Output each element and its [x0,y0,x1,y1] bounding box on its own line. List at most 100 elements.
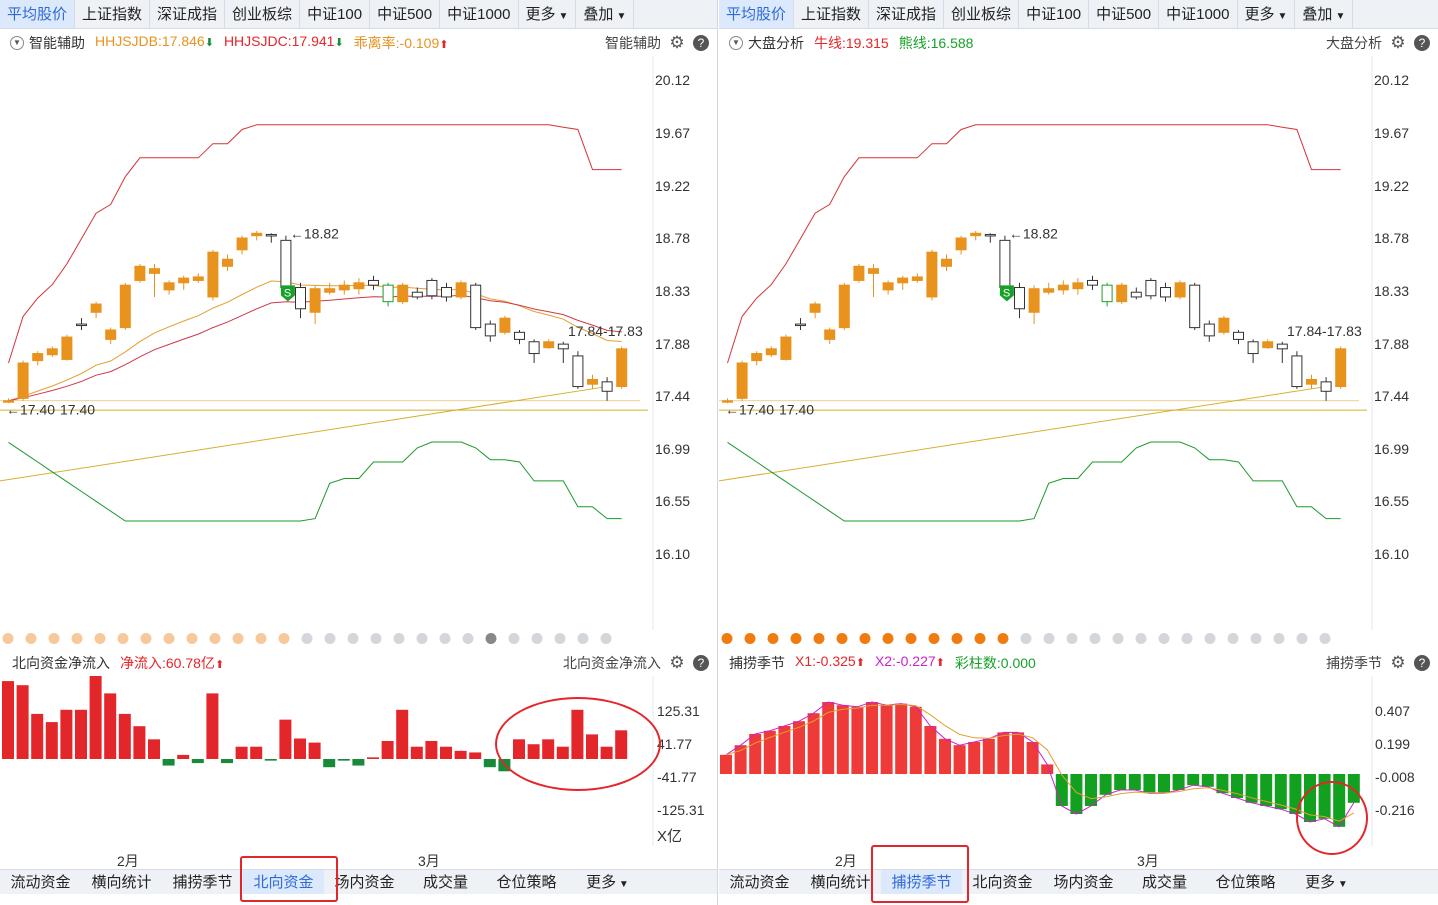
bottom-tab-3[interactable]: 北向资金 [962,870,1043,894]
tab-left-1[interactable]: 上证指数 [75,0,151,28]
help-icon[interactable]: ? [1414,35,1430,51]
timeline-dot[interactable] [301,633,313,644]
timeline-dot[interactable] [163,633,175,644]
timeline-dot[interactable] [1273,633,1285,644]
timeline-dot[interactable] [71,633,83,644]
timeline-dot[interactable] [347,633,359,644]
indicator-name[interactable]: 大盘分析 [748,35,804,51]
timeline-dot[interactable] [1181,633,1193,644]
tab-right-8[interactable]: 叠加 ▼ [1295,0,1354,28]
bottom-tab-3[interactable]: 北向资金 [243,870,324,894]
bottom-tab-6[interactable]: 仓位策略 [1205,870,1286,894]
bottom-tab-7[interactable]: 更多 ▼ [567,870,648,894]
tab-left-5[interactable]: 中证500 [370,0,441,28]
timeline-dot[interactable] [836,633,848,644]
timeline-dot[interactable] [1319,633,1331,644]
timeline-dot[interactable] [905,633,917,644]
timeline-dot[interactable] [25,633,37,644]
chevron-down-icon[interactable]: ▼ [729,36,743,50]
tab-right-3[interactable]: 创业板综 [944,0,1020,28]
tab-left-7[interactable]: 更多 ▼ [519,0,577,28]
tab-left-3[interactable]: 创业板综 [225,0,301,28]
timeline-dot[interactable] [951,633,963,644]
help-icon[interactable]: ? [693,35,709,51]
timeline-dot[interactable] [485,633,497,644]
timeline-dot[interactable] [767,633,779,644]
tab-left-6[interactable]: 中证1000 [440,0,519,28]
timeline-dot[interactable] [1112,633,1124,644]
timeline-dot[interactable] [140,633,152,644]
tab-left-2[interactable]: 深证成指 [150,0,226,28]
bottom-tab-2[interactable]: 捕捞季节 [162,870,243,894]
timeline-dot[interactable] [721,633,733,644]
timeline-dot[interactable] [1158,633,1170,644]
help-icon[interactable]: ? [1414,655,1430,671]
gear-icon[interactable]: ⚙ [1390,653,1406,672]
tab-right-7[interactable]: 更多 ▼ [1238,0,1296,28]
timeline-dot[interactable] [928,633,940,644]
timeline-dot[interactable] [416,633,428,644]
bottom-tab-6[interactable]: 仓位策略 [486,870,567,894]
timeline-dot[interactable] [859,633,871,644]
bottom-tab-0[interactable]: 流动资金 [719,870,800,894]
tab-right-6[interactable]: 中证1000 [1159,0,1238,28]
bottom-tab-5[interactable]: 成交量 [1124,870,1205,894]
timeline-dot[interactable] [94,633,106,644]
tab-right-2[interactable]: 深证成指 [869,0,945,28]
sub-indicator-right-label[interactable]: 捕捞季节 [1326,655,1382,671]
timeline-dot[interactable] [48,633,60,644]
timeline-dot[interactable] [255,633,267,644]
tab-left-0[interactable]: 平均股价 [0,0,76,28]
gear-icon[interactable]: ⚙ [669,653,685,672]
timeline-dots[interactable] [0,632,640,645]
gear-icon[interactable]: ⚙ [669,33,685,52]
bottom-tab-0[interactable]: 流动资金 [0,870,81,894]
bottom-tab-1[interactable]: 横向统计 [800,870,881,894]
timeline-dot[interactable] [1066,633,1078,644]
timeline-dot[interactable] [2,633,14,644]
timeline-dot[interactable] [462,633,474,644]
timeline-dot[interactable] [232,633,244,644]
bottom-tab-1[interactable]: 横向统计 [81,870,162,894]
tab-right-0[interactable]: 平均股价 [719,0,795,28]
help-icon[interactable]: ? [693,655,709,671]
sell-signal-icon[interactable] [999,285,1014,302]
timeline-dot[interactable] [974,633,986,644]
timeline-dot[interactable] [577,633,589,644]
bottom-tab-2[interactable]: 捕捞季节 [881,870,962,894]
timeline-dot[interactable] [882,633,894,644]
timeline-dot[interactable] [600,633,612,644]
timeline-dot[interactable] [790,633,802,644]
main-price-chart[interactable]: 20.12 19.67 19.22 18.78 18.33 17.88 17.44 16.99… [719,56,1438,630]
tab-left-8[interactable]: 叠加 ▼ [576,0,635,28]
timeline-dot[interactable] [1204,633,1216,644]
sub-indicator-right-label[interactable]: 北向资金净流入 [563,655,661,671]
timeline-dot[interactable] [278,633,290,644]
timeline-dot[interactable] [370,633,382,644]
timeline-dot[interactable] [1296,633,1308,644]
timeline-dot[interactable] [117,633,129,644]
sub-indicator-name[interactable]: 捕捞季节 [729,655,785,671]
timeline-dot[interactable] [554,633,566,644]
tab-right-4[interactable]: 中证100 [1019,0,1090,28]
timeline-dot[interactable] [1089,633,1101,644]
indicator-right-label[interactable]: 大盘分析 [1326,35,1382,51]
sub-indicator-name[interactable]: 北向资金净流入 [12,655,110,671]
timeline-dot[interactable] [1227,633,1239,644]
timeline-dot[interactable] [186,633,198,644]
bottom-tab-5[interactable]: 成交量 [405,870,486,894]
timeline-dot[interactable] [1135,633,1147,644]
timeline-dot[interactable] [324,633,336,644]
timeline-dots[interactable] [719,632,1359,645]
indicator-right-label[interactable]: 智能辅助 [605,35,661,51]
sell-signal-icon[interactable] [280,285,295,302]
tab-left-4[interactable]: 中证100 [300,0,371,28]
bottom-tab-7[interactable]: 更多 ▼ [1286,870,1367,894]
bottom-tab-4[interactable]: 场内资金 [324,870,405,894]
timeline-dot[interactable] [439,633,451,644]
tab-right-5[interactable]: 中证500 [1089,0,1160,28]
timeline-dot[interactable] [744,633,756,644]
indicator-name[interactable]: 智能辅助 [29,35,85,51]
timeline-dot[interactable] [209,633,221,644]
main-price-chart[interactable]: 20.12 19.67 19.22 18.78 18.33 17.88 17.44 16.99… [0,56,718,630]
